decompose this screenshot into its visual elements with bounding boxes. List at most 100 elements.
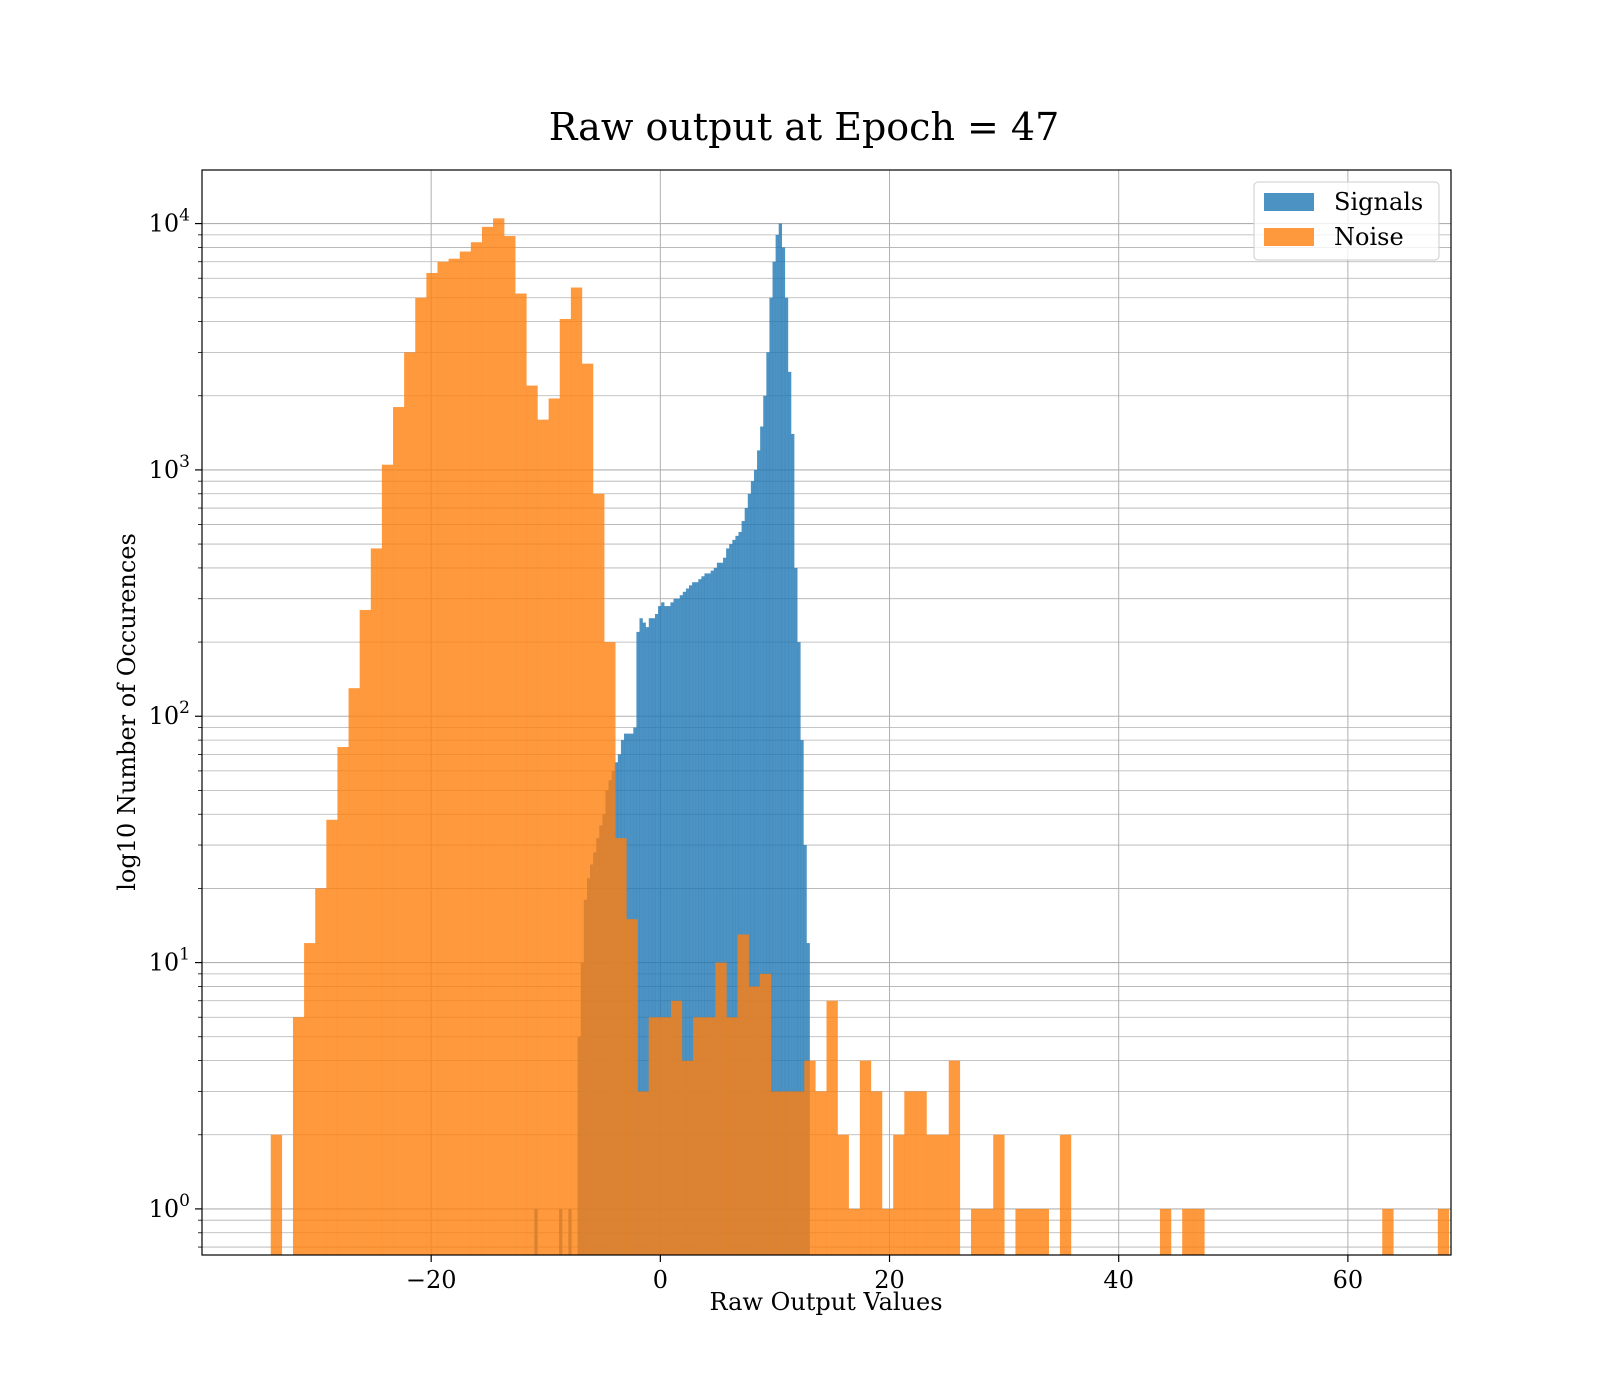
bar-noise [1026, 1208, 1038, 1255]
bar-signals [642, 622, 646, 1255]
bar-signals [651, 618, 656, 1255]
bar-signals [791, 433, 795, 1255]
y-tick-label: 104 [149, 206, 190, 238]
x-axis-label: Raw Output Values [709, 1288, 942, 1316]
y-tick-label: 100 [149, 1191, 190, 1223]
bar-signals [679, 595, 683, 1255]
bar-noise [804, 1060, 816, 1255]
bar-signals [800, 740, 804, 1255]
bar-signals [781, 247, 786, 1255]
bar-signals [732, 539, 736, 1255]
x-tick-label: 40 [1103, 1266, 1134, 1294]
bar-signals [682, 591, 687, 1255]
y-tick-label: 103 [149, 452, 190, 484]
bar-signals [713, 567, 718, 1255]
bar-noise [737, 934, 749, 1255]
bar-noise [670, 1000, 683, 1255]
bar-signals [707, 573, 711, 1255]
bar-signals [698, 579, 702, 1255]
bar-noise [948, 1060, 961, 1255]
bar-signals [747, 493, 752, 1255]
bar-noise [437, 261, 449, 1256]
bar-signals [735, 535, 739, 1255]
bar-noise [404, 352, 416, 1255]
y-axis-ticks: 100 101 102 103 104 [149, 206, 202, 1248]
bar-noise [548, 398, 560, 1256]
bar-noise [982, 1208, 994, 1255]
bar-signals [645, 627, 649, 1255]
bar-noise [904, 1091, 916, 1255]
bar-noise [859, 1060, 872, 1255]
bar-signals [704, 573, 708, 1255]
bar-signals [692, 582, 696, 1255]
bar-noise [381, 464, 394, 1255]
bar-signals [763, 395, 767, 1255]
bar-noise [515, 293, 527, 1255]
bar-signals [726, 548, 730, 1255]
bar-signals [636, 631, 640, 1255]
bar-noise [637, 1091, 649, 1255]
bar-noise [593, 493, 605, 1255]
bar-noise [659, 1017, 672, 1255]
bar-signals [667, 606, 671, 1255]
plot-frame [201, 169, 1452, 1256]
bar-noise [493, 218, 505, 1256]
x-tick-label: 60 [1333, 1266, 1364, 1294]
bar-noise [715, 962, 727, 1255]
bar-noise [393, 407, 405, 1255]
bar-signals [788, 371, 792, 1255]
bar-signals [803, 845, 807, 1255]
bar-noise [581, 363, 594, 1255]
bar-signals [744, 508, 748, 1255]
bar-noise [526, 385, 538, 1255]
bar-signals [741, 521, 745, 1255]
legend-swatch-noise [1264, 228, 1314, 246]
y-axis-label: log10 Number of Occurences [113, 533, 141, 891]
bar-signals [738, 531, 742, 1255]
histogram-bars [270, 218, 1450, 1256]
bar-noise [993, 1134, 1005, 1255]
bar-noise [682, 1060, 694, 1255]
bar-signals [753, 469, 758, 1255]
bar-noise [826, 1000, 838, 1255]
bar-noise [837, 1134, 849, 1255]
bar-noise [1382, 1208, 1394, 1255]
bar-signals [654, 614, 659, 1255]
bar-noise [359, 609, 371, 1255]
bar-noise [926, 1134, 938, 1255]
bar-signals [658, 606, 662, 1255]
bar-noise [626, 919, 638, 1255]
x-tick-label: −20 [406, 1266, 457, 1294]
bar-signals [772, 261, 776, 1256]
bar-signals [695, 582, 699, 1255]
bar-signals [664, 606, 668, 1255]
bar-noise [348, 688, 360, 1255]
bar-noise [937, 1134, 949, 1255]
series-noise [270, 218, 1450, 1256]
bar-noise [726, 1017, 738, 1255]
bar-noise [270, 1134, 283, 1255]
y-tick-label: 101 [149, 945, 190, 977]
x-tick-label: 0 [653, 1266, 668, 1294]
bar-signals [716, 562, 721, 1255]
legend-swatch-signals [1264, 193, 1314, 211]
bar-signals [778, 223, 783, 1255]
x-tick-label: 20 [874, 1266, 905, 1294]
x-axis-ticks: −20 0 20 40 60 [406, 1255, 1363, 1294]
bar-noise [481, 226, 494, 1256]
bar-signals [757, 450, 761, 1255]
legend: Signals Noise [1253, 181, 1440, 261]
bar-noise [470, 242, 483, 1256]
bar-signals [676, 598, 680, 1255]
legend-label-signals: Signals [1334, 188, 1423, 216]
bar-noise [426, 273, 438, 1255]
bar-noise [915, 1091, 927, 1255]
bar-noise [815, 1091, 827, 1255]
bar-noise [370, 548, 383, 1255]
bar-noise [1159, 1208, 1172, 1255]
bar-noise [604, 642, 616, 1255]
bar-noise [459, 251, 472, 1256]
bar-signals [760, 426, 764, 1255]
bar-signals [797, 642, 801, 1255]
bar-signals [701, 576, 705, 1255]
